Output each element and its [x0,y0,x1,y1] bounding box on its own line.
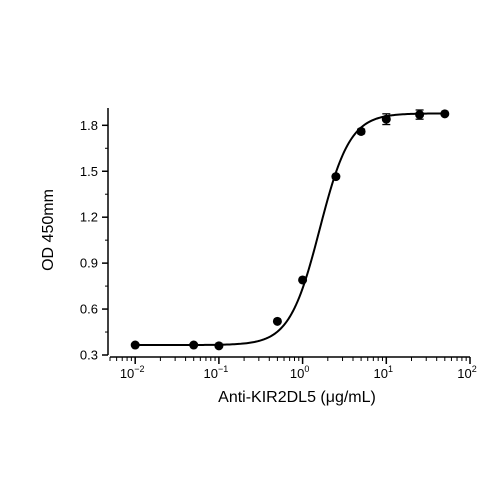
data-point [298,275,308,285]
data-point [189,340,199,350]
x-tick-label: 100 [290,364,309,381]
y-tick-label: 1.8 [80,118,98,133]
x-tick-exponent: 1 [388,364,393,374]
x-tick-base: 10 [120,366,134,381]
data-point [331,172,341,182]
fit-curve [135,112,445,347]
x-tick-exponent: 0 [304,364,309,374]
data-point [440,109,450,119]
y-tick-label: 0.9 [80,256,98,271]
y-axis: 0.3 0.6 0.9 1.2 1.5 1.8 [80,108,109,363]
data-point [214,341,224,351]
data-point [415,110,425,120]
x-axis: 10−2 10−1 100 101 102 [109,356,477,381]
x-tick-exponent: 2 [472,364,477,374]
x-tick-label: 102 [457,364,476,381]
data-points [130,109,450,351]
x-tick-exponent: −2 [134,364,144,374]
x-tick-base: 10 [290,366,304,381]
y-tick-label: 0.6 [80,302,98,317]
x-tick-base: 10 [204,366,218,381]
data-point [130,340,140,350]
x-tick-label: 101 [374,364,393,381]
y-tick-label: 1.5 [80,164,98,179]
x-tick-label: 10−1 [204,364,229,381]
data-point [381,114,391,124]
x-tick-exponent: −1 [218,364,228,374]
x-axis-title: Anti-KIR2DL5 (μg/mL) [218,389,376,406]
x-tick-base: 10 [374,366,388,381]
y-tick-label: 1.2 [80,210,98,225]
data-point [356,126,366,136]
x-tick-label: 10−2 [120,364,145,381]
y-tick-label: 0.3 [80,348,98,363]
y-axis-title: OD 450mm [40,189,57,271]
x-tick-base: 10 [457,366,471,381]
data-point [272,316,282,326]
